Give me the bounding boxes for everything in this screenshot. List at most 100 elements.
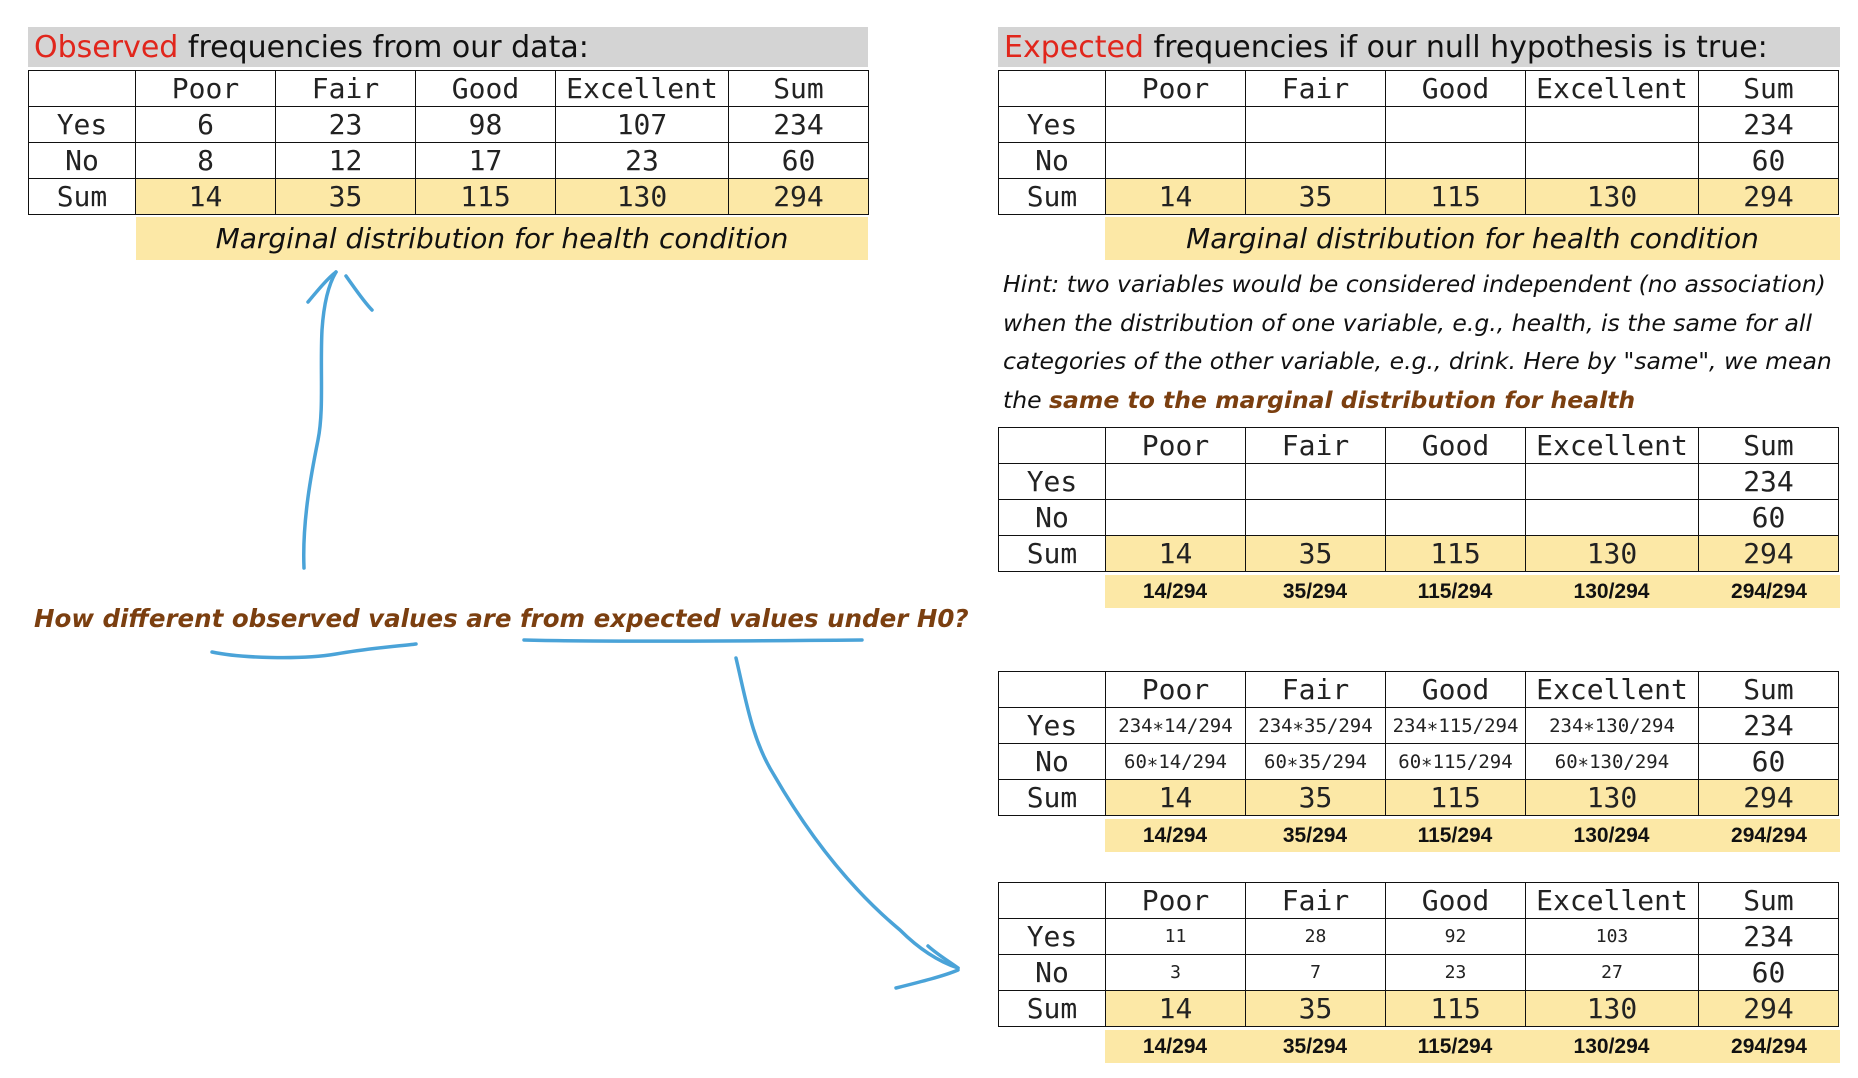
row-sum: Sum 14 35 115 130 294 <box>998 779 1839 816</box>
fraction: 130/294 <box>1573 824 1650 847</box>
cell <box>1525 499 1699 536</box>
cell: 35 <box>275 178 416 215</box>
col-header-good: Good <box>1385 70 1526 107</box>
cell <box>1525 142 1699 179</box>
fraction: 35/294 <box>1282 824 1348 847</box>
col-header-fair: Fair <box>1245 70 1386 107</box>
row-label-sum: Sum <box>28 178 136 215</box>
table-3: Poor Fair Good Excellent Sum Yes 234 No … <box>998 427 1839 572</box>
arrow-curve-head-bottom <box>894 968 960 990</box>
expected-title: Expected frequencies if our null hypothe… <box>998 27 1840 67</box>
arrow-up-head-right <box>344 274 374 312</box>
col-header-poor: Poor <box>1105 427 1246 464</box>
cell: 294 <box>1698 178 1839 215</box>
row-sum: Sum 14 35 115 130 294 <box>998 535 1839 572</box>
row-label-no: No <box>998 499 1106 536</box>
observed-marginal-label: Marginal distribution for health conditi… <box>136 217 868 260</box>
formula-cell: 60∗130/294 <box>1525 743 1699 780</box>
row-yes: Yes 234∗14/294 234∗35/294 234∗115/294 23… <box>998 707 1839 744</box>
cell: 234 <box>728 106 869 143</box>
fraction: 294/294 <box>1731 1035 1807 1058</box>
row-no: No 60 <box>998 499 1839 536</box>
row-sum: Sum 14 35 115 130 294 <box>28 178 869 215</box>
underline-observed <box>210 642 418 660</box>
row-label-sum: Sum <box>998 779 1106 816</box>
row-sum: Sum 14 35 115 130 294 <box>998 990 1839 1027</box>
cell: 115 <box>415 178 556 215</box>
col-header-poor: Poor <box>1105 70 1246 107</box>
col-header-fair: Fair <box>275 70 416 107</box>
cell: 35 <box>1245 535 1386 572</box>
cell: 130 <box>1525 178 1699 215</box>
cell: 294 <box>1698 535 1839 572</box>
hint-emphasis: same to the marginal distribution for he… <box>1049 385 1636 414</box>
cell <box>1245 106 1386 143</box>
row-label-no: No <box>998 142 1106 179</box>
cell: 60 <box>728 142 869 179</box>
arrow-curve-shaft <box>734 656 960 970</box>
cell: 115 <box>1385 779 1526 816</box>
cell: 98 <box>415 106 556 143</box>
cell: 17 <box>415 142 556 179</box>
fraction: 130/294 <box>1573 580 1650 603</box>
cell: 130 <box>1525 779 1699 816</box>
fraction: 130/294 <box>1573 1035 1650 1058</box>
row-no: No 60 <box>998 142 1839 179</box>
cell <box>1525 106 1699 143</box>
formula-cell: 234∗14/294 <box>1105 707 1246 744</box>
cell: 115 <box>1385 535 1526 572</box>
row-no: No 8 12 17 23 60 <box>28 142 869 179</box>
cell: 294 <box>728 178 869 215</box>
expected-title-highlight: Expected <box>1004 30 1144 65</box>
col-header-sum: Sum <box>1698 671 1839 708</box>
table-5-fractions: 14/294 35/294 115/294 130/294 294/294 <box>1105 1030 1840 1063</box>
cell: 60 <box>1698 142 1839 179</box>
col-header-poor: Poor <box>1105 671 1246 708</box>
arrow-up-head-left <box>306 270 338 304</box>
fraction: 294/294 <box>1731 580 1807 603</box>
formula-cell: 234∗35/294 <box>1245 707 1386 744</box>
underline-expected <box>522 638 864 643</box>
col-header-excellent: Excellent <box>1525 70 1699 107</box>
cell: 8 <box>135 142 276 179</box>
row-sum: Sum 14 35 115 130 294 <box>998 178 1839 215</box>
hint-body: Hint: two variables would be considered … <box>1003 270 1832 414</box>
col-header-excellent: Excellent <box>1525 671 1699 708</box>
fraction: 115/294 <box>1417 580 1493 603</box>
col-header-fair: Fair <box>1245 671 1386 708</box>
fraction: 115/294 <box>1417 824 1493 847</box>
fraction: 115/294 <box>1417 1035 1493 1058</box>
col-header-excellent: Excellent <box>1525 427 1699 464</box>
col-header-sum: Sum <box>1698 882 1839 919</box>
cell: 130 <box>1525 535 1699 572</box>
cell: 35 <box>1245 779 1386 816</box>
observed-table: Poor Fair Good Excellent Sum Yes 6 23 98… <box>28 70 869 215</box>
col-header-sum: Sum <box>728 70 869 107</box>
formula-cell: 234∗115/294 <box>1385 707 1526 744</box>
table-4: Poor Fair Good Excellent Sum Yes 234∗14/… <box>998 671 1839 816</box>
cell: 35 <box>1245 990 1386 1027</box>
cell <box>1385 499 1526 536</box>
col-header-poor: Poor <box>1105 882 1246 919</box>
cell <box>1385 142 1526 179</box>
cell: 103 <box>1525 918 1699 955</box>
cell: 7 <box>1245 954 1386 991</box>
expected-marginal-label: Marginal distribution for health conditi… <box>1105 217 1840 260</box>
cell: 14 <box>135 178 276 215</box>
row-yes: Yes 6 23 98 107 234 <box>28 106 869 143</box>
row-no: No 3 7 23 27 60 <box>998 954 1839 991</box>
row-label-no: No <box>998 743 1106 780</box>
cell: 14 <box>1105 535 1246 572</box>
col-header-fair: Fair <box>1245 427 1386 464</box>
table-4-fractions: 14/294 35/294 115/294 130/294 294/294 <box>1105 819 1840 852</box>
header-row: Poor Fair Good Excellent Sum <box>28 70 869 107</box>
fraction: 294/294 <box>1731 824 1807 847</box>
cell: 14 <box>1105 779 1246 816</box>
cell <box>1105 463 1246 500</box>
cell: 60 <box>1698 954 1839 991</box>
observed-title: Observed frequencies from our data: <box>28 27 868 67</box>
table-3-fractions: 14/294 35/294 115/294 130/294 294/294 <box>1105 575 1840 608</box>
corner-cell <box>28 70 136 107</box>
cell: 14 <box>1105 178 1246 215</box>
row-no: No 60∗14/294 60∗35/294 60∗115/294 60∗130… <box>998 743 1839 780</box>
